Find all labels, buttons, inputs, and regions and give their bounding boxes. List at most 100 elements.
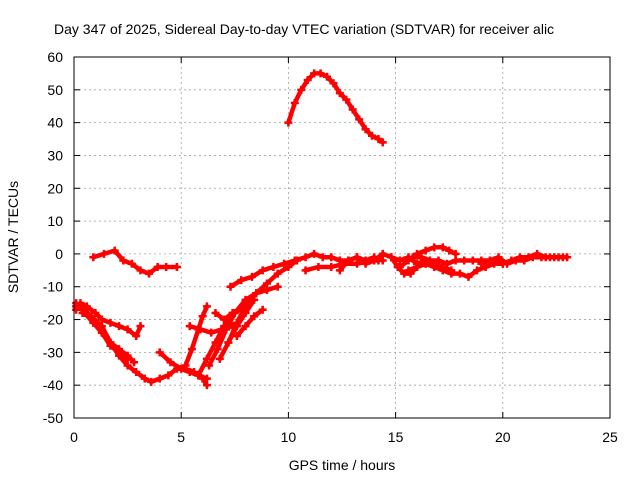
data-point <box>387 253 396 262</box>
data-point <box>89 315 98 324</box>
data-point <box>194 371 203 380</box>
data-point <box>342 95 351 104</box>
data-point <box>368 131 377 140</box>
data-point <box>438 243 447 252</box>
data-point <box>202 374 211 383</box>
data-point <box>550 253 559 262</box>
data-point <box>106 341 115 350</box>
data-point <box>213 345 222 354</box>
data-point <box>301 253 310 262</box>
grid-lines <box>74 57 610 418</box>
data-point <box>123 325 132 334</box>
data-point <box>205 361 214 370</box>
data-point <box>447 266 456 275</box>
data-point <box>224 338 233 347</box>
x-tick-label: 5 <box>177 429 185 445</box>
data-point <box>541 253 550 262</box>
data-point <box>327 253 336 262</box>
data-point <box>250 295 259 304</box>
data-point <box>353 253 362 262</box>
series-arc-16 <box>286 71 385 145</box>
data-point <box>252 289 261 298</box>
data-point <box>421 246 430 255</box>
data-point <box>222 325 231 334</box>
data-point <box>226 282 235 291</box>
series-arc-1 <box>91 248 180 276</box>
data-point <box>290 98 299 107</box>
x-tick-label: 15 <box>388 429 404 445</box>
data-point <box>335 89 344 98</box>
data-point <box>498 259 507 268</box>
series-arc-2 <box>73 300 143 339</box>
data-point <box>344 256 353 265</box>
data-point <box>100 249 109 258</box>
data-point <box>445 246 454 255</box>
data-point <box>132 331 141 340</box>
data-point <box>273 282 282 291</box>
data-point <box>473 266 482 275</box>
data-point <box>241 308 250 317</box>
data-point <box>130 358 139 367</box>
y-tick-label: 0 <box>55 246 63 262</box>
x-axis-label: GPS time / hours <box>289 457 396 473</box>
y-tick-label: 30 <box>47 147 63 163</box>
data-point <box>348 105 357 114</box>
data-point <box>507 256 516 265</box>
data-point <box>314 263 323 272</box>
data-point <box>361 259 370 268</box>
data-point <box>395 263 404 272</box>
data-point <box>155 348 164 357</box>
series-arc-14 <box>234 307 265 339</box>
data-point <box>310 249 319 258</box>
data-point <box>153 263 162 272</box>
data-point <box>460 256 469 265</box>
x-tick-label: 10 <box>281 429 297 445</box>
data-point <box>164 371 173 380</box>
data-point <box>80 305 89 314</box>
data-series-group <box>72 69 572 390</box>
data-point <box>97 328 106 337</box>
data-point <box>490 256 499 265</box>
y-tick-label: 60 <box>47 49 63 65</box>
data-point <box>408 253 417 262</box>
y-tick-label: 10 <box>47 213 63 229</box>
data-point <box>464 272 473 281</box>
data-point <box>322 72 331 81</box>
data-point <box>247 272 256 281</box>
data-point <box>89 253 98 262</box>
series-arc-13 <box>213 307 244 322</box>
data-point <box>558 253 567 262</box>
data-point <box>533 249 542 258</box>
data-point <box>185 368 194 377</box>
data-point <box>297 85 306 94</box>
data-point <box>228 308 237 317</box>
data-point <box>262 279 271 288</box>
series-arc-12 <box>226 297 257 345</box>
data-point <box>115 348 124 357</box>
data-point <box>370 256 379 265</box>
data-point <box>468 256 477 265</box>
data-point <box>327 263 336 272</box>
data-point <box>241 322 250 331</box>
data-point <box>181 361 190 370</box>
data-point <box>185 322 194 331</box>
data-point <box>72 302 81 311</box>
x-tick-labels: 0 5 10 15 20 25 <box>70 429 618 445</box>
data-point <box>477 259 486 268</box>
data-point <box>119 256 128 265</box>
y-tick-label: 40 <box>47 115 63 131</box>
data-point <box>335 266 344 275</box>
data-point <box>430 243 439 252</box>
data-point <box>207 328 216 337</box>
data-point <box>196 325 205 334</box>
data-point <box>301 266 310 275</box>
y-tick-label: -10 <box>43 279 63 295</box>
data-point <box>280 259 289 268</box>
data-point <box>378 249 387 258</box>
data-point <box>455 269 464 278</box>
data-point <box>361 125 370 134</box>
data-point <box>316 69 325 78</box>
data-point <box>329 79 338 88</box>
data-point <box>110 246 119 255</box>
data-point <box>400 256 409 265</box>
